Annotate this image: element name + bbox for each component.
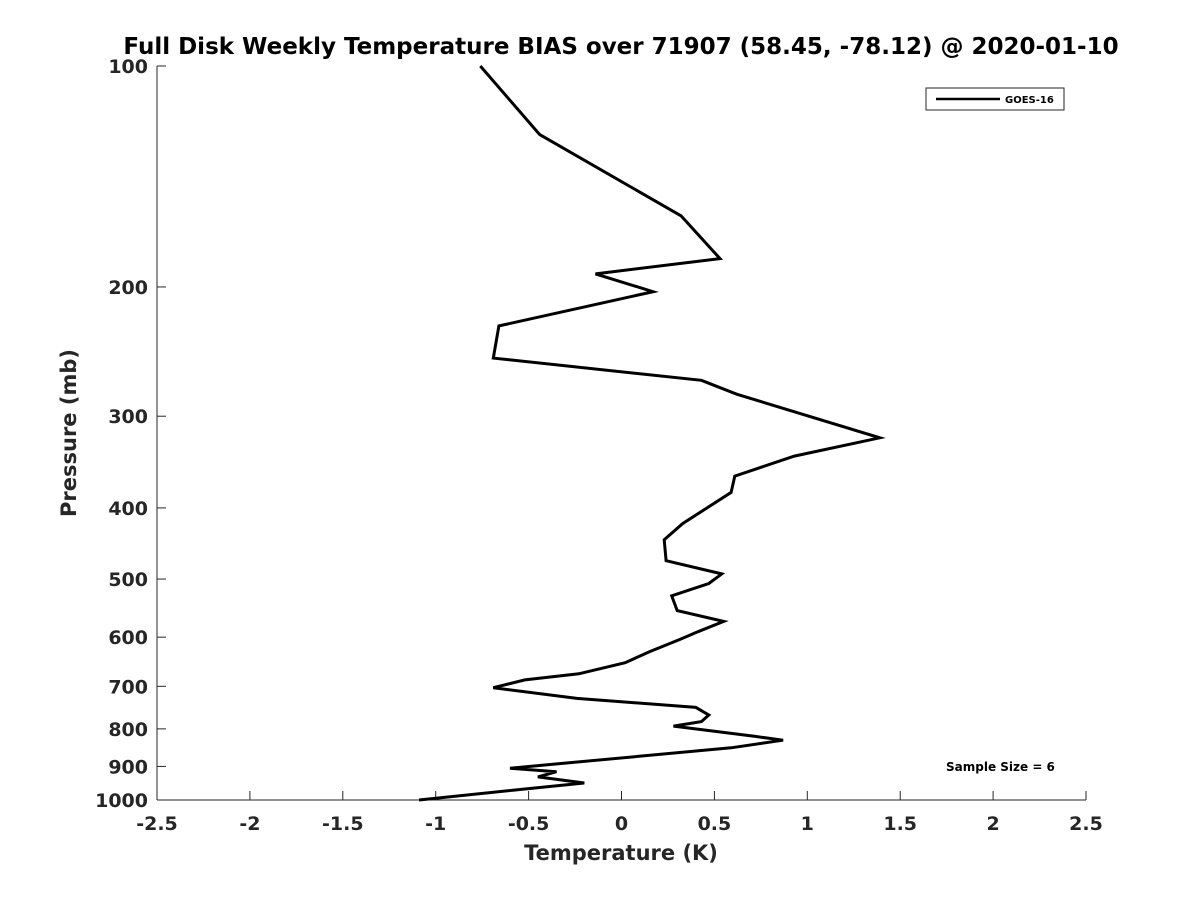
y-tick-label: 200 bbox=[108, 277, 148, 299]
x-tick-label: -0.5 bbox=[508, 813, 550, 835]
x-tick-label: 0.5 bbox=[698, 813, 732, 835]
sample-size-annotation: Sample Size = 6 bbox=[946, 760, 1055, 774]
y-axis-label: Pressure (mb) bbox=[57, 349, 81, 517]
y-tick-label: 900 bbox=[108, 756, 148, 778]
series-line-goes-16 bbox=[418, 65, 886, 802]
x-tick-label: 1 bbox=[801, 813, 814, 835]
x-tick-label: 1.5 bbox=[883, 813, 917, 835]
x-tick-label: 2.5 bbox=[1069, 813, 1103, 835]
y-tick-label: 1000 bbox=[95, 790, 148, 812]
x-axis-ticks: -2.5 -2 -1.5 -1 -0.5 0 0.5 1 1.5 2 2.5 bbox=[136, 791, 1103, 835]
y-axis-ticks: 100 200 300 400 500 600 700 800 900 1000 bbox=[95, 56, 166, 812]
x-tick-label: -1 bbox=[425, 813, 446, 835]
y-tick-label: 500 bbox=[108, 569, 148, 591]
x-axis-label: Temperature (K) bbox=[524, 841, 718, 865]
y-tick-label: 400 bbox=[108, 498, 148, 520]
x-tick-label: -1.5 bbox=[322, 813, 364, 835]
y-tick-label: 700 bbox=[108, 676, 148, 698]
y-tick-label: 600 bbox=[108, 627, 148, 649]
legend-label-goes-16: GOES-16 bbox=[1005, 95, 1054, 106]
x-tick-label: 0 bbox=[615, 813, 628, 835]
y-tick-label: 100 bbox=[108, 56, 148, 78]
plot-area bbox=[157, 66, 1086, 800]
x-tick-label: -2.5 bbox=[136, 813, 178, 835]
x-tick-label: -2 bbox=[239, 813, 260, 835]
legend: GOES-16 bbox=[925, 87, 1065, 111]
y-tick-label: 800 bbox=[108, 719, 148, 741]
x-tick-label: 2 bbox=[986, 813, 999, 835]
y-tick-label: 300 bbox=[108, 406, 148, 428]
chart-title: Full Disk Weekly Temperature BIAS over 7… bbox=[123, 34, 1118, 60]
series-layer bbox=[418, 65, 886, 802]
